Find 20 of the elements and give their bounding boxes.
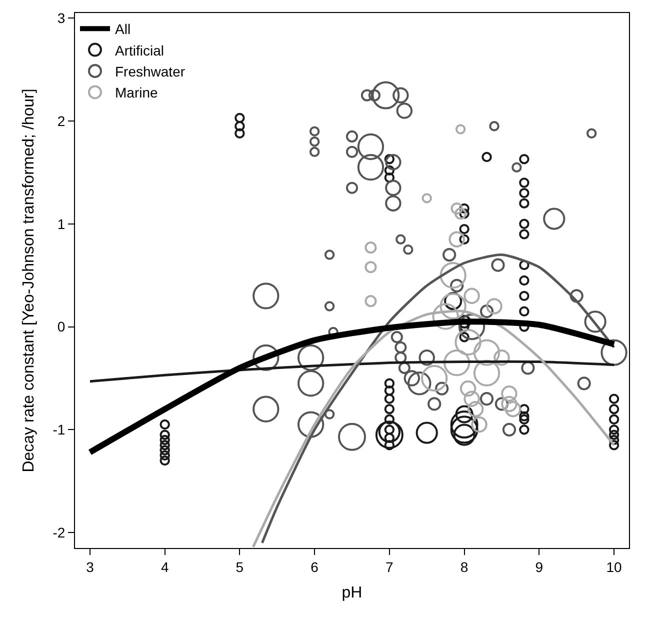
x-tick-label: 8 (460, 558, 468, 575)
x-tick-label: 3 (86, 558, 94, 575)
y-tick-label: 3 (57, 10, 66, 26)
x-tick-label: 4 (160, 558, 169, 575)
y-tick-label: 1 (57, 216, 66, 232)
y-tick-label: -2 (52, 524, 66, 540)
y-tick-label: -1 (52, 422, 66, 438)
legend-label: Artificial (115, 42, 164, 58)
legend-label: Freshwater (115, 63, 186, 80)
x-axis-title: pH (342, 584, 362, 602)
legend-label: Marine (115, 84, 158, 101)
legend-label: All (115, 21, 131, 38)
x-tick-label: 5 (236, 558, 244, 575)
y-axis-title: Decay rate constant [Yeo-Johnson transformed; /hour] (20, 88, 38, 472)
x-tick-label: 10 (606, 558, 622, 575)
x-tick-label: 9 (535, 558, 544, 575)
y-tick-label: 2 (57, 112, 66, 129)
x-tick-label: 6 (310, 558, 319, 575)
y-tick-label: 0 (57, 318, 66, 335)
x-tick-label: 7 (386, 558, 394, 575)
